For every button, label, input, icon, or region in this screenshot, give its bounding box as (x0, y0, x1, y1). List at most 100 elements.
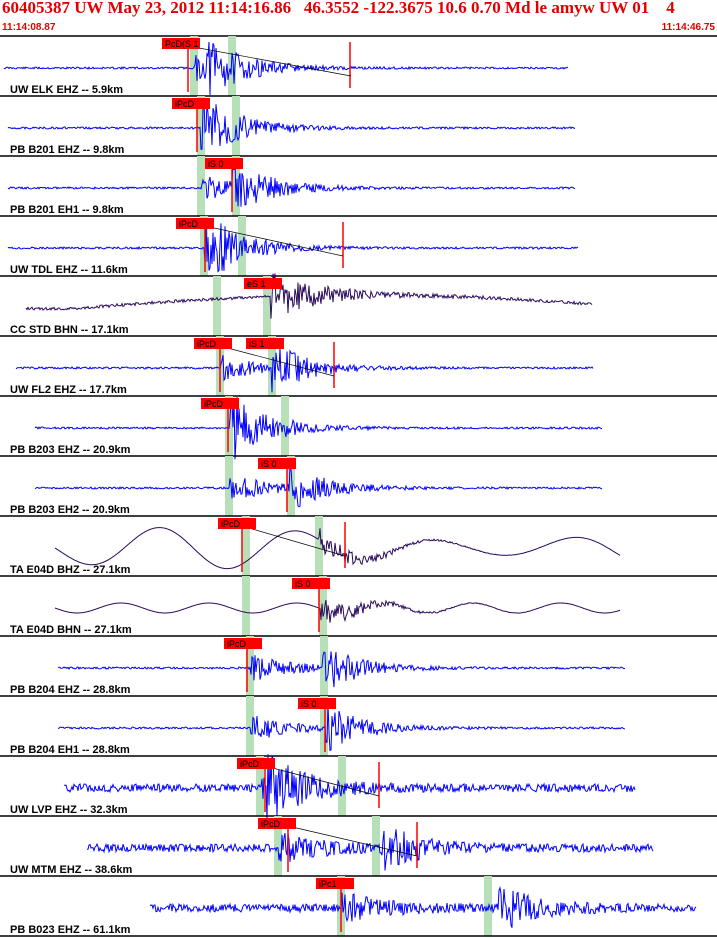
pick-label-box[interactable] (316, 878, 354, 889)
trace-row: PcD(S 1 UW ELK EHZ -- 5.9km (0, 36, 717, 97)
trace-label: PB B023 EHZ -- 61.1km (10, 924, 131, 936)
pick-label: iPcD (175, 99, 195, 109)
waveform (15, 347, 594, 393)
p-arrival-band (200, 216, 208, 276)
p-arrival-band (246, 696, 254, 756)
waveform (7, 100, 576, 150)
trace-row: iPcD UW MTM EHZ -- 38.6km (0, 816, 717, 877)
s-arrival-band (228, 36, 236, 96)
p-arrival-band (197, 96, 205, 156)
trace-row: iPc1 PB B023 EHZ -- 61.1km (0, 876, 717, 937)
trace-label: PB B204 EH1 -- 28.8km (10, 744, 130, 756)
trace-row: iPcD PB B201 EHZ -- 9.8km (0, 96, 717, 157)
pick-label-box[interactable] (224, 638, 262, 649)
trace-label: UW ELK EHZ -- 5.9km (10, 84, 123, 96)
p-arrival-band (242, 576, 250, 636)
pick-label-box[interactable] (172, 98, 210, 109)
pick-label-box[interactable] (162, 38, 200, 49)
pick-label: iPcD (261, 819, 281, 829)
trace-row: iPcD PB B203 EHZ -- 20.9km (0, 396, 717, 460)
waveform (149, 886, 697, 928)
trace-label: TA E04D BHN -- 27.1km (10, 624, 132, 636)
s-arrival-band (315, 516, 323, 576)
s-arrival-band (320, 696, 328, 756)
trace-label: UW LVP EHZ -- 32.3km (10, 804, 128, 816)
pick-label-box[interactable] (194, 338, 232, 349)
pick-label-box[interactable] (244, 278, 282, 289)
theoretical-arrival-curve (204, 225, 344, 257)
pick-label-box[interactable] (201, 398, 239, 409)
trace-row: iPcD UW TDL EHZ -- 11.6km (0, 216, 717, 277)
s-arrival-band (238, 216, 246, 276)
pick-label-box[interactable] (292, 578, 330, 589)
pick-label-box[interactable] (298, 698, 336, 709)
pick-label: iS 1 (249, 339, 265, 349)
p-arrival-band (274, 816, 282, 876)
trace-label: TA E04D BHZ -- 27.1km (10, 564, 131, 576)
waveform (57, 651, 626, 688)
trace-row: iS 0 PB B201 EH1 -- 9.8km (0, 156, 717, 217)
p-arrival-band (246, 636, 254, 696)
pick-label: iS 0 (208, 159, 224, 169)
waveform (7, 219, 579, 273)
p-arrival-band (213, 276, 221, 336)
waveform (34, 464, 603, 508)
waveform (87, 829, 654, 871)
s-arrival-band (484, 876, 492, 936)
waveform (25, 273, 593, 319)
pick-label-box[interactable] (237, 758, 275, 769)
pick-label-box[interactable] (218, 518, 256, 529)
waveform (7, 160, 576, 207)
trace-row: iPcD iS 1 UW FL2 EHZ -- 17.7km (0, 336, 717, 397)
trace-label: CC STD BHN -- 17.1km (10, 324, 129, 336)
pick-label: iS 0 (301, 699, 317, 709)
event-title: 60405387 UW May 23, 2012 11:14:16.86 46.… (2, 0, 675, 17)
p-arrival-band (242, 516, 250, 576)
waveform (57, 703, 626, 752)
pick-label: iPcD (240, 759, 260, 769)
pick-label: iPcD (204, 399, 224, 409)
s-arrival-band (319, 576, 327, 636)
time-end-label: 11:14:46.75 (661, 22, 715, 33)
pick-label: iPcD (227, 639, 247, 649)
trace-row: iS 0 PB B204 EH1 -- 28.8km (0, 696, 717, 757)
pick-label: eS 1 (247, 279, 266, 289)
waveform (3, 41, 569, 96)
pick-label-box[interactable] (246, 338, 284, 349)
trace-row: iS 0 PB B203 EH2 -- 20.9km (0, 456, 717, 517)
s-arrival-band (268, 336, 276, 396)
pick-label-box[interactable] (258, 818, 296, 829)
waveform (34, 397, 602, 460)
trace-label: UW TDL EHZ -- 11.6km (10, 264, 128, 276)
pick-label: iPcD (179, 219, 199, 229)
pick-label: iPc1 (319, 879, 337, 889)
theoretical-arrival-curve (219, 345, 335, 377)
pick-label: iS 0 (261, 459, 277, 469)
s-arrival-band (281, 396, 289, 456)
pick-label: iS 0 (295, 579, 311, 589)
pick-label-box[interactable] (176, 218, 214, 229)
theoretical-arrival-curve (187, 45, 352, 77)
waveform (63, 754, 636, 822)
pick-label: PcD(S 1 (165, 39, 199, 49)
pick-label: iPcD (197, 339, 217, 349)
trace-label: PB B201 EHZ -- 9.8km (10, 144, 125, 156)
waveform (54, 599, 621, 623)
trace-row: iPcD UW LVP EHZ -- 32.3km (0, 754, 717, 822)
s-arrival-band (287, 456, 295, 516)
pick-label-box[interactable] (258, 458, 296, 469)
trace-label: PB B203 EH2 -- 20.9km (10, 504, 130, 516)
time-start-label: 11:14:08.87 (2, 22, 56, 33)
trace-label: UW FL2 EHZ -- 17.7km (10, 384, 127, 396)
trace-label: PB B204 EHZ -- 28.8km (10, 684, 131, 696)
waveform (54, 527, 621, 570)
trace-row: iPcD PB B204 EHZ -- 28.8km (0, 636, 717, 697)
theoretical-arrival-curve (287, 825, 418, 857)
theoretical-arrival-curve (264, 765, 380, 797)
pick-label-box[interactable] (205, 158, 243, 169)
pick-label: iPcD (221, 519, 241, 529)
trace-row: eS 1 CC STD BHN -- 17.1km (0, 273, 717, 337)
trace-label: PB B203 EHZ -- 20.9km (10, 444, 131, 456)
